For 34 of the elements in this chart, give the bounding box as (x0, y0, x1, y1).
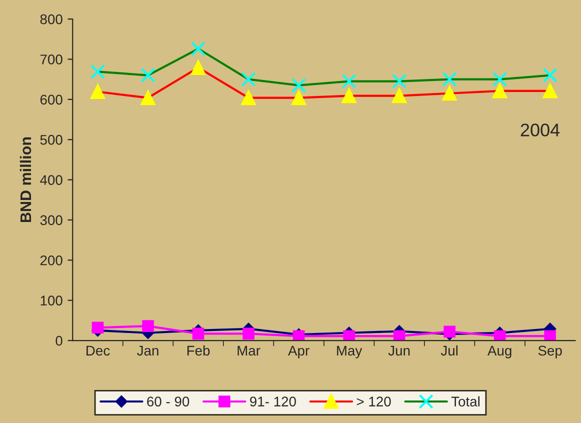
legend-label: > 120 (356, 396, 391, 406)
x-tick-label: Jun (388, 346, 410, 356)
legend-label: 60 - 90 (147, 396, 190, 406)
point (343, 330, 355, 341)
point (494, 330, 506, 341)
y-tick-label: 700 (40, 54, 62, 64)
x-tick-label: Jul (440, 345, 458, 356)
point (192, 328, 204, 340)
x-tick-label: Aug (487, 346, 512, 358)
x-tick-label: Mar (238, 346, 260, 356)
x-tick-label: Apr (288, 346, 310, 358)
y-tick-label: 600 (40, 94, 62, 105)
y-tick-label: 400 (40, 175, 62, 185)
point (242, 328, 254, 340)
point (444, 326, 456, 338)
point (393, 330, 406, 341)
x-tick-label: May (337, 346, 362, 358)
x-tick-label: Feb (187, 345, 210, 356)
annotation: 2004 (520, 124, 560, 136)
legend-label: Total (451, 396, 480, 406)
legend-label: 91- 120 (250, 396, 296, 406)
point (142, 320, 154, 332)
y-tick-label: 500 (40, 134, 62, 145)
point (92, 322, 104, 334)
y-axis-title: BND million (20, 137, 32, 222)
x-tick-label: Sep (538, 346, 562, 358)
point (544, 330, 556, 341)
y-tick-label: 0 (56, 336, 62, 346)
x-tick-label: Jan (137, 346, 158, 356)
y-tick-label: 200 (40, 255, 62, 266)
y-tick-label: 300 (40, 215, 62, 226)
y-tick-label: 800 (40, 14, 62, 24)
x-tick-label: Dec (86, 346, 110, 356)
y-tick-label: 100 (40, 296, 62, 306)
